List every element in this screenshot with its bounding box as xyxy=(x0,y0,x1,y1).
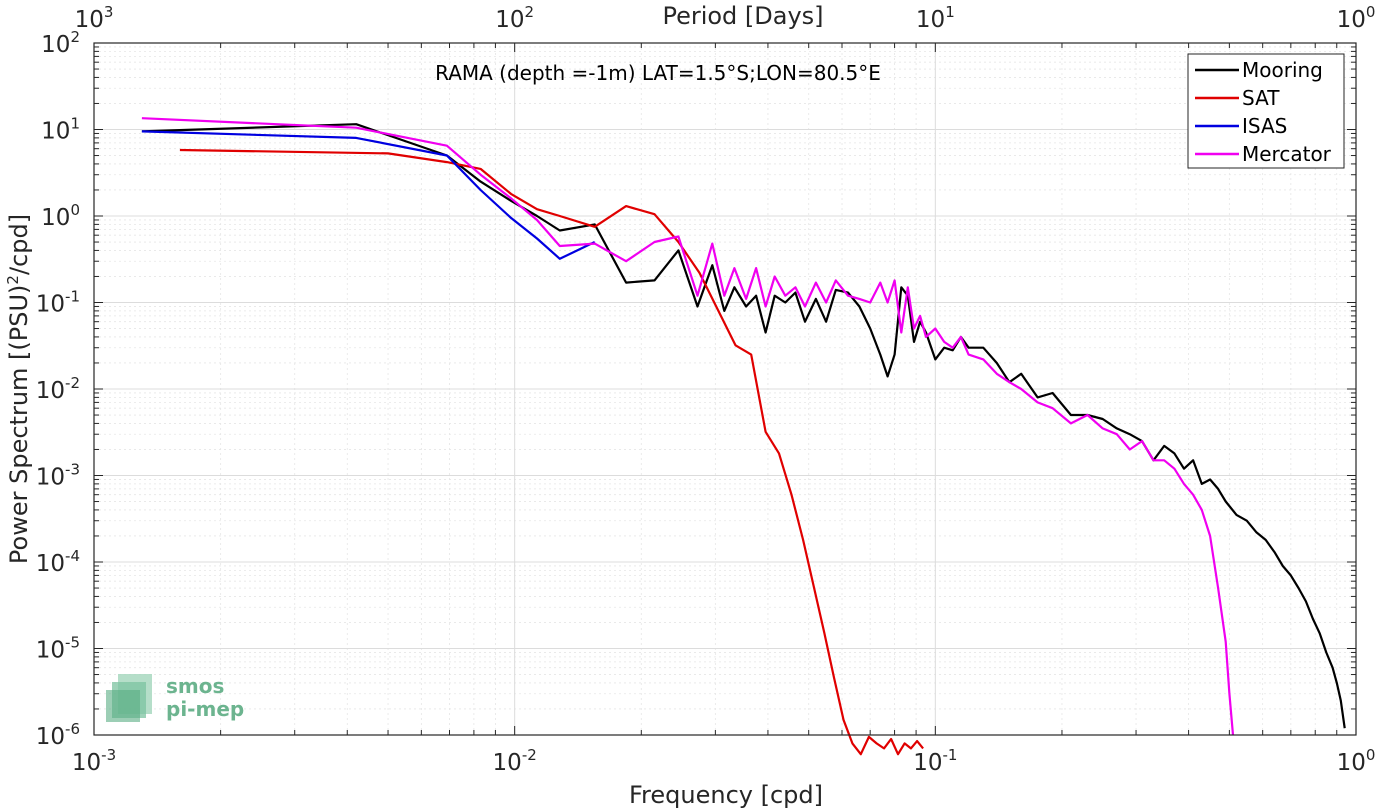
top-tick-label-base: 10 xyxy=(495,7,524,33)
x-tick-label-exp: -2 xyxy=(522,746,537,764)
y-tick-label: 10-4 xyxy=(36,547,80,577)
legend-label-sat: SAT xyxy=(1242,86,1280,110)
top-axis-label: Period [Days] xyxy=(662,2,823,30)
y-tick-label: 10-6 xyxy=(36,720,80,750)
y-tick-label-base: 10 xyxy=(36,551,65,577)
y-tick-label: 102 xyxy=(41,28,80,58)
y-tick-label: 10-3 xyxy=(36,461,80,491)
series-line-isas xyxy=(141,130,596,260)
top-tick-label: 103 xyxy=(75,3,114,33)
y-tick-label-exp: -4 xyxy=(65,547,80,565)
top-tick-label: 100 xyxy=(1337,3,1376,33)
logo-text-smos: smos xyxy=(166,674,224,698)
grid-major xyxy=(93,43,1356,736)
legend-label-isas: ISAS xyxy=(1242,114,1287,138)
top-tick-label: 102 xyxy=(495,3,534,33)
top-tick-label-base: 10 xyxy=(916,7,945,33)
y-tick-label-base: 10 xyxy=(36,465,65,491)
y-tick-label-base: 10 xyxy=(36,378,65,404)
y-tick-label-exp: -2 xyxy=(65,374,80,392)
chart-title: RAMA (depth =-1m) LAT=1.5°S;LON=80.5°E xyxy=(435,61,881,85)
y-axis-label: Power Spectrum [(PSU)2/cpd] xyxy=(4,214,33,564)
top-tick-label-base: 10 xyxy=(75,7,104,33)
y-tick-label-exp: -1 xyxy=(65,288,80,306)
x-tick-label-exp: 0 xyxy=(1366,746,1376,764)
legend-label-mercator: Mercator xyxy=(1242,142,1332,166)
legend-label-mooring: Mooring xyxy=(1242,58,1323,82)
legend-box xyxy=(1187,53,1345,169)
x-tick-label: 10-1 xyxy=(913,746,957,776)
x-tick-label: 10-2 xyxy=(493,746,537,776)
top-tick-label: 101 xyxy=(916,3,955,33)
series-line-mercator xyxy=(141,117,1235,736)
x-tick-label-base: 10 xyxy=(913,750,942,776)
top-tick-label-exp: 2 xyxy=(525,3,535,21)
x-tick-label-base: 10 xyxy=(1337,750,1366,776)
x-tick-label-exp: -3 xyxy=(101,746,116,764)
smos-pimep-logo: smos pi-mep xyxy=(106,674,244,722)
legend: Mooring SAT ISAS Mercator xyxy=(1187,53,1345,169)
top-tick-label-exp: 1 xyxy=(945,3,955,21)
y-tick-label-exp: 0 xyxy=(70,201,80,219)
y-tick-label: 10-2 xyxy=(36,374,80,404)
y-tick-label-base: 10 xyxy=(36,638,65,664)
top-tick-label-exp: 3 xyxy=(104,3,114,21)
y-tick-label-base: 10 xyxy=(36,724,65,750)
y-tick-label-exp: -3 xyxy=(65,461,80,479)
y-axis-label-sup: 2 xyxy=(4,275,22,285)
y-tick-label-exp: 1 xyxy=(70,115,80,133)
tick-marks xyxy=(93,43,1356,736)
x-tick-label: 10-3 xyxy=(72,746,116,776)
series-line-mooring xyxy=(141,123,1346,729)
x-tick-label-base: 10 xyxy=(493,750,522,776)
logo-text-pimep: pi-mep xyxy=(166,697,244,721)
y-axis-label-main: Power Spectrum [(PSU) xyxy=(5,285,33,564)
top-tick-label-base: 10 xyxy=(1337,7,1366,33)
series-line-sat xyxy=(179,148,924,756)
y-tick-label: 100 xyxy=(41,201,80,231)
y-tick-label-exp: -6 xyxy=(65,720,80,738)
y-tick-label-base: 10 xyxy=(36,292,65,318)
y-tick-label-base: 10 xyxy=(41,119,70,145)
y-tick-label: 101 xyxy=(41,115,80,145)
y-tick-label-base: 10 xyxy=(41,32,70,58)
y-tick-label-exp: 2 xyxy=(70,28,80,46)
x-tick-label-base: 10 xyxy=(72,750,101,776)
y-tick-label-exp: -5 xyxy=(65,634,80,652)
logo-mark-front xyxy=(106,690,140,722)
y-tick-label: 10-1 xyxy=(36,288,80,318)
x-tick-label: 100 xyxy=(1337,746,1376,776)
x-axis-label: Frequency [cpd] xyxy=(629,781,823,809)
y-tick-label: 10-5 xyxy=(36,634,80,664)
y-tick-label-base: 10 xyxy=(41,205,70,231)
y-axis-label-rest: /cpd] xyxy=(5,214,33,275)
x-tick-label-exp: -1 xyxy=(942,746,957,764)
top-tick-label-exp: 0 xyxy=(1366,3,1376,21)
series-layer xyxy=(141,117,1346,756)
